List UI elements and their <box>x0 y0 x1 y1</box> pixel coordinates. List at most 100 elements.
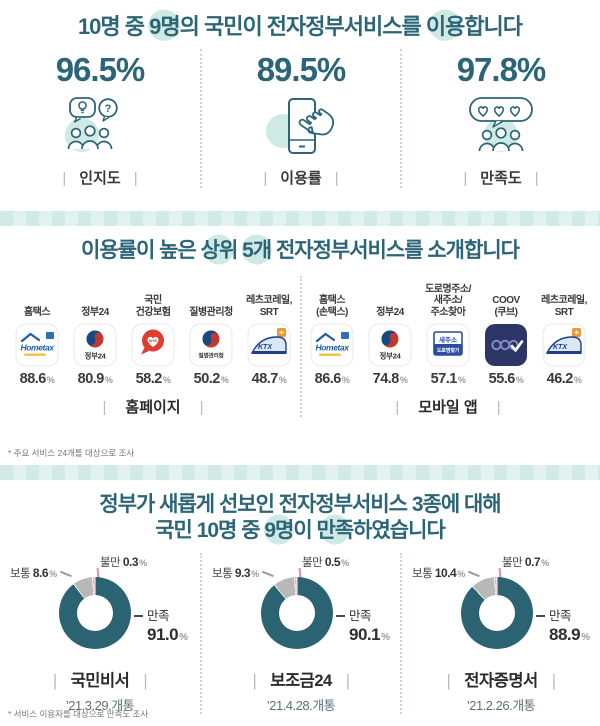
service-item: 홈택스 (손택스) 86.6% <box>304 276 361 387</box>
service-name: 국민 건강보험 <box>135 295 171 318</box>
service-item: 정부24 74.8% <box>362 276 419 387</box>
section-new-services-satisfaction: 정부가 새롭게 선보인 전자정부서비스 3종에 대해 국민 10명 중 9명이 … <box>0 480 600 726</box>
dissatisfied-callout: 불만 0.3% <box>100 554 147 569</box>
service-item: 국민 건강보험 58.2% <box>125 276 182 387</box>
service-item: COOV (쿠브) 55.6% <box>478 276 535 387</box>
section3-title-line1: 정부가 새롭게 선보인 전자정부서비스 3종에 대해 <box>99 493 501 516</box>
hometax-logo <box>15 323 59 367</box>
dissatisfied-leader-line <box>498 567 502 578</box>
service-name: 도로명주소/ 새주소/ 주소찾아 <box>425 283 471 318</box>
juso-address-logo <box>426 323 470 367</box>
section2-footnote: * 주요 서비스 24개를 대상으로 조사 <box>8 448 135 458</box>
dissatisfied-callout: 불만 0.5% <box>302 554 349 569</box>
service-usage-value: 50.2% <box>193 371 229 388</box>
usage-label: 이용률 <box>202 167 400 188</box>
satisfaction-label: 만족도 <box>402 167 600 188</box>
satisfied-callout: 만족 91.0% <box>134 605 188 645</box>
dissatisfied-leader-line <box>96 567 100 578</box>
mobile-services: 홈택스 (손택스) 86.6% 정부24 74.8% 도로명주소/ 새주소/ 주… <box>302 276 594 387</box>
satisfied-value: 90.1% <box>349 624 390 644</box>
stat-awareness: 96.5% 인지도 <box>0 49 200 188</box>
section1-title: 10명 중 9명의 국민이 전자정부서비스를 이용합니다 <box>77 14 523 39</box>
chart-area: 보통 9.3% 불만 0.5% 만족 90.1% <box>202 553 400 667</box>
coov-logo <box>484 323 528 367</box>
group-homepage: 홈택스 88.6% 정부24 80.9% 국민 건강보험 58.2% <box>6 276 300 417</box>
chart-jeonja-jeungmyeongseo: 보통 10.4% 불만 0.7% 만족 88.9% 전자증명서 ’21.2.26… <box>400 552 600 714</box>
stripe-divider <box>0 465 600 480</box>
service-item: 레츠코레일, SRT 46.2% <box>536 276 593 387</box>
homepage-group-label: 홈페이지 <box>6 396 300 417</box>
neutral-callout: 보통 10.4% <box>412 565 480 581</box>
kdca-logo <box>189 323 233 367</box>
neutral-callout: 보통 8.6% <box>10 565 72 581</box>
service-item: 질병관리청 50.2% <box>183 276 240 388</box>
chart-gukmin-biseo: 보통 8.6% 불만 0.3% 만족 91.0% 국민비서 ’21.3.29.개… <box>0 553 200 714</box>
service-usage-value: 55.6% <box>488 371 524 388</box>
service-usage-value: 74.8% <box>372 371 408 388</box>
service-groups: 홈택스 88.6% 정부24 80.9% 국민 건강보험 58.2% <box>0 276 600 418</box>
chart-name: 전자증명서 <box>402 667 600 691</box>
gov24-logo <box>368 323 412 367</box>
stripe-divider <box>0 211 600 226</box>
service-name: 질병관리청 <box>189 306 233 318</box>
awareness-value: 96.5% <box>55 50 146 88</box>
donut-chart <box>461 576 533 649</box>
service-item: 레츠코레일, SRT 48.7% <box>241 276 298 387</box>
chart-name: 국민비서 <box>0 667 200 691</box>
service-usage-value: 46.2% <box>546 371 582 388</box>
service-usage-value: 48.7% <box>251 371 287 388</box>
service-name: 홈택스 <box>23 306 51 318</box>
dissatisfied-callout: 불만 0.7% <box>502 554 549 569</box>
service-usage-value: 80.9% <box>77 371 113 388</box>
satisfied-callout: 만족 88.9% <box>536 605 590 645</box>
service-name: 레츠코레일, SRT <box>541 295 587 318</box>
satisfied-value: 91.0% <box>147 624 188 644</box>
nhis-logo <box>131 323 175 367</box>
donut-chart <box>59 576 131 649</box>
korail-ktx-logo <box>247 323 291 367</box>
service-name: COOV (쿠브) <box>492 295 520 318</box>
service-item: 홈택스 88.6% <box>9 276 66 387</box>
service-item: 도로명주소/ 새주소/ 주소찾아 57.1% <box>420 276 477 388</box>
donut-chart <box>261 576 333 649</box>
gov24-logo <box>73 323 117 367</box>
satisfied-value: 88.9% <box>549 624 590 644</box>
service-name: 레츠코레일, SRT <box>246 295 292 318</box>
stat-usage: 89.5% 이용률 <box>200 48 400 188</box>
stat-satisfaction: 97.8% 만족도 <box>400 48 600 188</box>
service-usage-value: 57.1% <box>430 371 466 388</box>
section2-title: 이용률이 높은 상위 5개 전자정부서비스를 소개합니다 <box>81 239 520 262</box>
service-usage-value: 58.2% <box>135 371 171 388</box>
section-usage-overview: 10명 중 9명의 국민이 전자정부서비스를 이용합니다 96.5% 인지도 8… <box>0 0 600 211</box>
section-top-services: 이용률이 높은 상위 5개 전자정부서비스를 소개합니다 홈택스 88.6% 정… <box>0 226 600 465</box>
chart-area: 보통 8.6% 불만 0.3% 만족 91.0% <box>0 553 200 667</box>
service-item: 정부24 80.9% <box>67 276 124 387</box>
awareness-icon <box>0 95 200 161</box>
touch-phone-icon <box>202 95 400 161</box>
service-usage-value: 86.6% <box>314 371 350 388</box>
korail-ktx-logo <box>542 323 586 367</box>
satisfaction-value: 97.8% <box>456 50 547 88</box>
satisfied-callout: 만족 90.1% <box>336 605 390 645</box>
chart-launch-date: ’21.4.28.개통 <box>266 697 336 713</box>
mobile-group-label: 모바일 앱 <box>302 396 594 417</box>
donut-charts-row: 보통 8.6% 불만 0.3% 만족 91.0% 국민비서 ’21.3.29.개… <box>0 552 600 714</box>
section3-footnote: * 서비스 이용자를 대상으로 만족도 조사 <box>8 709 149 719</box>
chart-bojogeum24: 보통 9.3% 불만 0.5% 만족 90.1% 보조금24 ’21.4.28.… <box>200 552 400 714</box>
section3-title-line2: 국민 10명 중 9명이 만족하였습니다 <box>155 519 446 543</box>
group-mobile-app: 홈택스 (손택스) 86.6% 정부24 74.8% 도로명주소/ 새주소/ 주… <box>300 276 594 418</box>
dissatisfied-leader-line <box>298 567 302 578</box>
service-usage-value: 88.6% <box>19 371 55 388</box>
chart-launch-date: ’21.2.26.개통 <box>466 697 536 713</box>
homepage-services: 홈택스 88.6% 정부24 80.9% 국민 건강보험 58.2% <box>6 276 300 387</box>
service-name: 정부24 <box>376 306 404 318</box>
hometax-logo <box>310 323 354 367</box>
service-name: 홈택스 (손택스) <box>316 295 348 318</box>
awareness-label: 인지도 <box>0 167 200 188</box>
service-name: 정부24 <box>81 306 109 318</box>
usage-value: 89.5% <box>256 50 347 88</box>
stats-row: 96.5% 인지도 89.5% 이용률 97.8% 만족도 <box>0 48 600 188</box>
chart-name: 보조금24 <box>202 667 400 691</box>
hearts-bubble-icon <box>402 95 600 161</box>
